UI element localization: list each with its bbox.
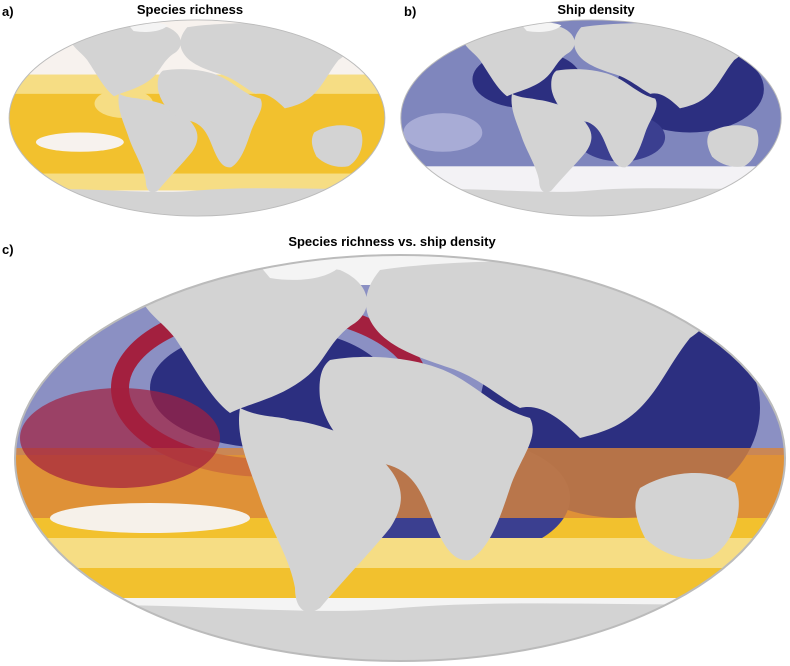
panel-title: Species richness vs. ship density [288,234,496,249]
map-richness-vs-density [14,254,786,662]
panel-title: Ship density [557,2,635,17]
map-ship-density [400,19,782,217]
map-species-richness [8,19,386,217]
panel-label: c) [2,242,14,257]
panel-label: b) [404,4,416,19]
panel-label: a) [2,4,14,19]
panel-title: Species richness [137,2,243,17]
